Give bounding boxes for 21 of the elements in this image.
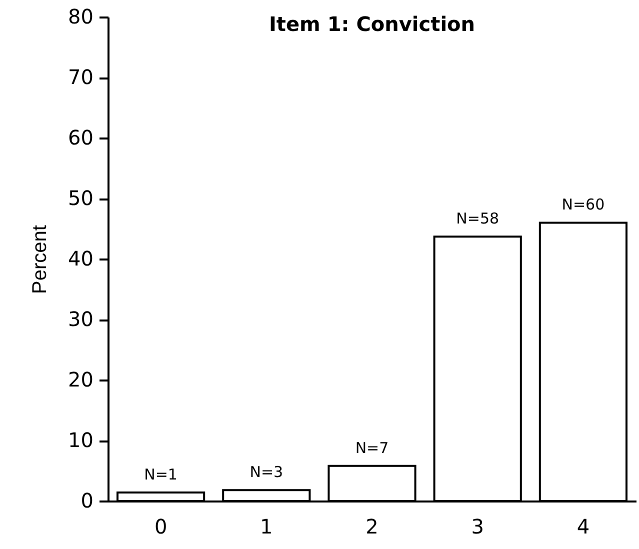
- x-tick-label: 2: [366, 514, 378, 538]
- x-tick-label: 4: [576, 514, 590, 538]
- y-axis-title: Percent: [29, 224, 52, 294]
- x-tick-label: 1: [260, 514, 273, 538]
- y-tick-label: 40: [68, 246, 94, 270]
- annotation: N=7: [355, 438, 389, 457]
- y-tick-label: 80: [68, 4, 94, 28]
- chart-title: Item 1: Conviction: [268, 12, 476, 36]
- annotation: N=3: [250, 463, 284, 482]
- y-tick-label: 0: [80, 488, 94, 512]
- y-tick-label: 10: [68, 428, 94, 452]
- y-tick-label: 50: [68, 186, 94, 210]
- annotation: N=1: [144, 466, 178, 484]
- annotation: N=58: [456, 210, 500, 228]
- y-tick-label: 20: [68, 368, 94, 392]
- y-tick-label: 30: [68, 307, 94, 331]
- x-tick-label: 3: [471, 514, 484, 538]
- y-tick-label: 60: [68, 126, 94, 150]
- y-tick-label: 70: [68, 65, 94, 89]
- annotation: N=60: [562, 196, 605, 214]
- x-tick-label: 0: [154, 514, 168, 538]
